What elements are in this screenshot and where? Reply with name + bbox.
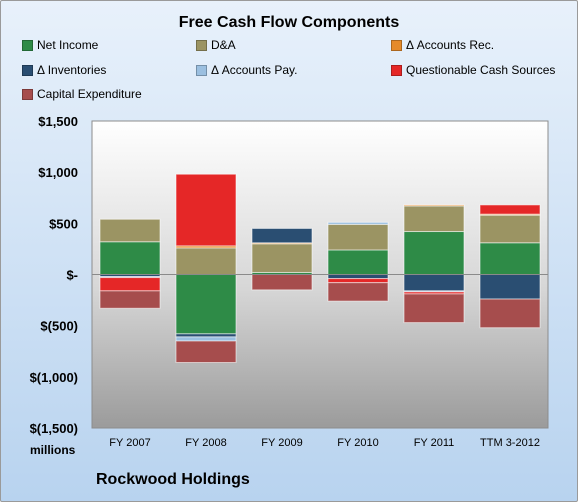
bar-segment [403, 205, 465, 233]
legend-item: Capital Expenditure [22, 87, 142, 101]
y-tick-label: $1,000 [38, 165, 78, 180]
legend-item: Net Income [22, 38, 98, 52]
bar-segment [175, 340, 237, 364]
bar-segment [327, 249, 389, 276]
bar-segment [175, 173, 237, 247]
x-tick-label: FY 2009 [261, 437, 302, 449]
legend-swatch [22, 40, 33, 52]
bar-segment [99, 277, 161, 292]
x-tick-label: FY 2008 [185, 437, 226, 449]
legend-label: Δ Accounts Rec. [406, 38, 495, 52]
bar-segment [99, 218, 161, 243]
bar-segment [327, 282, 389, 302]
y-tick-label: $- [66, 268, 78, 283]
legend-item: Questionable Cash Sources [391, 63, 555, 77]
legend-swatch [196, 65, 207, 77]
legend-swatch [22, 89, 33, 101]
x-tick-label: FY 2007 [109, 437, 150, 449]
bar-segment [479, 274, 541, 300]
legend-swatch [391, 40, 402, 52]
chart-title: Free Cash Flow Components [178, 14, 400, 31]
bar-segment [479, 298, 541, 329]
legend-label: Capital Expenditure [37, 87, 142, 101]
legend-item: Δ Accounts Pay. [196, 63, 298, 77]
bar-segment [479, 214, 541, 244]
y-tick-label: $(1,500) [30, 421, 78, 436]
y-tick-label: $(500) [40, 319, 78, 334]
legend-item: Δ Accounts Rec. [391, 38, 494, 52]
bar-segment [99, 290, 161, 309]
bar-segment [175, 336, 237, 342]
bar-segment [251, 243, 313, 273]
legend-item: D&A [196, 38, 236, 52]
x-tick-label: FY 2010 [337, 437, 378, 449]
bar-segment [479, 204, 541, 215]
bar-segment [175, 247, 237, 275]
y-tick-label: $1,500 [38, 114, 78, 129]
legend-swatch [391, 65, 402, 77]
bar-segment [175, 274, 237, 335]
legend-swatch [22, 65, 33, 77]
bar-segment [251, 227, 313, 244]
y-tick-label: $500 [49, 216, 78, 231]
legend-label: Questionable Cash Sources [406, 63, 556, 77]
legend-label: Δ Accounts Pay. [211, 63, 298, 77]
bar-segment [327, 278, 389, 284]
unit-label: millions [30, 443, 76, 457]
legend-label: Net Income [37, 38, 99, 52]
legend-label: Δ Inventories [37, 63, 107, 77]
legend-swatch [196, 40, 207, 52]
bar-segment [479, 242, 541, 276]
bar-segment [251, 274, 313, 291]
bar-segment [327, 223, 389, 251]
bar-segment [403, 293, 465, 324]
x-tick-label: TTM 3-2012 [480, 437, 540, 449]
bar-segment [403, 231, 465, 276]
legend-label: D&A [211, 38, 236, 52]
bar-segment [99, 241, 161, 275]
y-tick-label: $(1,000) [30, 370, 78, 385]
bar-segment [403, 274, 465, 292]
x-tick-label: FY 2011 [414, 437, 455, 449]
bar-segment [327, 274, 389, 280]
bar-segment [403, 204, 465, 207]
bar-segment [327, 221, 389, 225]
legend-item: Δ Inventories [22, 63, 106, 77]
company-name: Rockwood Holdings [96, 471, 250, 488]
